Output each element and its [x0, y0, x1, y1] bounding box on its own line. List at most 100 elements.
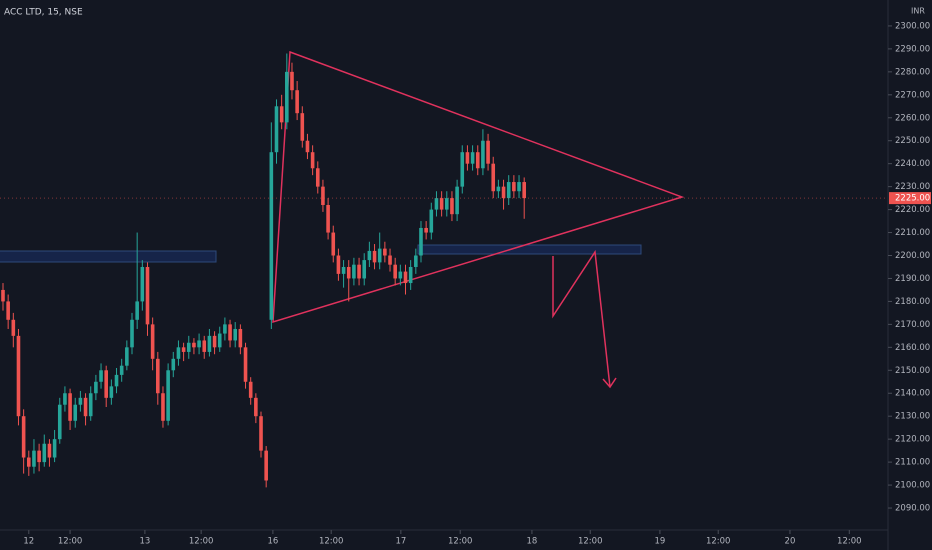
triangle-pattern: [272, 50, 685, 324]
x-tick-label: 16: [267, 537, 278, 547]
candle-body: [517, 182, 521, 192]
candle-body: [212, 335, 217, 348]
candle-body: [310, 152, 315, 169]
candle-body: [321, 186, 325, 206]
candle-body: [362, 260, 367, 279]
last-price-label: 2225.00: [895, 194, 930, 204]
y-tick-label: 2090.00: [895, 504, 930, 514]
candle-body: [57, 404, 62, 440]
candle-body: [32, 450, 36, 467]
last-price-tag: [889, 192, 931, 205]
x-tick-label: 20: [785, 537, 796, 547]
candle-body: [403, 271, 408, 284]
y-tick-label: 2240.00: [895, 159, 930, 169]
candle-body: [295, 90, 299, 114]
candle-body: [21, 416, 26, 458]
candle-body: [331, 232, 336, 256]
y-tick-label: 2130.00: [895, 412, 930, 422]
candle-body: [290, 71, 294, 91]
candle-body: [491, 163, 496, 192]
y-tick-label: 2110.00: [895, 458, 930, 468]
candle-body: [315, 168, 320, 187]
candle-body: [68, 393, 72, 421]
candle-body: [450, 198, 454, 215]
x-tick-label: 12:00: [58, 537, 83, 547]
candle-body: [207, 335, 212, 352]
candle-body: [181, 347, 186, 352]
y-tick-label: 2230.00: [895, 182, 930, 192]
candle-body: [444, 198, 449, 210]
candle-body: [352, 264, 356, 279]
candle-body: [475, 152, 480, 169]
candle-body: [506, 182, 511, 199]
projection-arrow: [552, 249, 611, 388]
y-tick-label: 2200.00: [895, 251, 930, 261]
candle-body: [393, 264, 397, 279]
candle-body: [383, 248, 387, 256]
candle-body: [367, 250, 372, 261]
candle-body: [326, 205, 330, 233]
candle-body: [104, 370, 109, 398]
y-tick-label: 2220.00: [895, 205, 930, 215]
candle-body: [259, 416, 263, 451]
candle-body: [470, 152, 475, 164]
candle-body: [248, 381, 253, 398]
candle-body: [135, 301, 139, 320]
candle-body: [130, 319, 134, 348]
candle-body: [233, 328, 238, 341]
x-tick-label: 12:00: [319, 537, 344, 547]
unit-label: INR: [911, 7, 925, 16]
candle-body: [94, 381, 98, 394]
candle-body: [145, 266, 150, 325]
candle-body: [11, 319, 16, 336]
candle-body: [192, 342, 196, 348]
candle-body: [285, 71, 289, 123]
candle-body: [176, 347, 181, 359]
x-tick-label: 12:00: [578, 537, 603, 547]
y-tick-label: 2280.00: [895, 67, 930, 77]
x-tick-label: 12:00: [706, 537, 731, 547]
candle-body: [125, 347, 129, 366]
x-tick-label: 17: [395, 537, 406, 547]
candle-body: [109, 386, 114, 398]
candle-body: [47, 443, 52, 458]
y-tick-label: 2100.00: [895, 481, 930, 491]
candle-body: [243, 347, 248, 382]
candle-body: [465, 152, 470, 164]
candle-body: [269, 152, 274, 320]
candle-body: [238, 328, 243, 348]
candle-body: [305, 140, 310, 153]
candle-body: [429, 209, 434, 233]
y-tick-label: 2170.00: [895, 320, 930, 330]
candle-body: [357, 264, 361, 279]
candle-body: [1, 289, 5, 302]
candle-body: [336, 255, 341, 274]
candle-body: [388, 255, 392, 265]
candle-body: [171, 358, 176, 371]
candle-body: [202, 340, 207, 352]
candle-body: [78, 397, 83, 405]
candle-body: [26, 457, 31, 467]
arrow-head: [602, 377, 617, 389]
candle-body: [161, 393, 165, 421]
y-tick-label: 2120.00: [895, 435, 930, 445]
candle-body: [414, 255, 418, 267]
candle-body: [481, 140, 485, 169]
y-tick-label: 2150.00: [895, 366, 930, 376]
candle-body: [300, 113, 305, 141]
y-tick-label: 2190.00: [895, 274, 930, 284]
candle-body: [522, 182, 526, 199]
y-tick-label: 2210.00: [895, 228, 930, 238]
candle-body: [166, 370, 170, 421]
candle-body: [398, 271, 403, 279]
candle-body: [88, 393, 93, 417]
candle-body: [73, 404, 78, 421]
x-tick-label: 19: [654, 537, 665, 547]
candle-body: [6, 301, 10, 320]
candle-body: [496, 186, 501, 192]
candle-body: [274, 106, 279, 153]
x-tick-label: 12:00: [189, 537, 214, 547]
support-zone: [0, 250, 217, 263]
